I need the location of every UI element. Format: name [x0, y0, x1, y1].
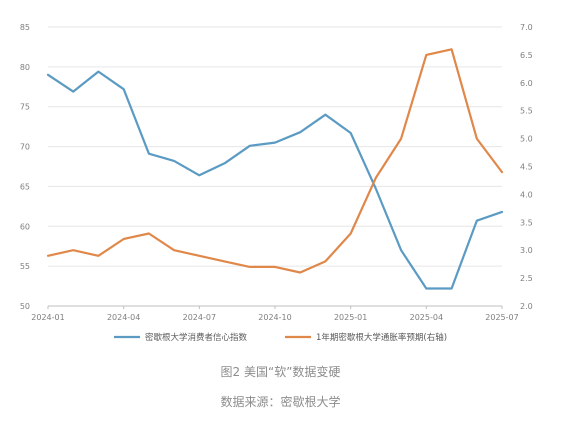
series-lines [46, 48, 504, 290]
y-left-tick-label: 50 [20, 302, 30, 311]
y-right-tick-label: 3.0 [520, 246, 533, 255]
y-right-tick-label: 2.5 [520, 274, 533, 283]
legend: 密歇根大学消费者信心指数 1年期密歇根大学通胀率预期(右轴) [114, 332, 447, 343]
y-right-tick-label: 7.0 [520, 23, 533, 32]
chart: 50 55 60 65 70 75 80 85 2.0 2.5 3.0 3.5 4.0 4.5 5.0 5.5… [20, 23, 533, 343]
y-right-tick-label: 4.0 [520, 190, 533, 199]
y-right-tick-label: 6.0 [520, 79, 533, 88]
axes: 50 55 60 65 70 75 80 85 2.0 2.5 3.0 3.5 4.0 4.5 5.0 5.5… [20, 23, 533, 322]
y-right-tick-label: 6.5 [520, 51, 533, 60]
x-tick-label: 2024-10 [258, 313, 291, 322]
y-left-tick-label: 70 [20, 143, 30, 152]
y-left-tick-label: 80 [20, 63, 30, 72]
x-tick-label: 2024-04 [107, 313, 140, 322]
series-line-1 [46, 48, 504, 274]
y-right-tick-label: 5.0 [520, 135, 533, 144]
legend-label: 1年期密歇根大学通胀率预期(右轴) [316, 332, 447, 343]
y-right-tick-label: 4.5 [520, 163, 533, 172]
grid-lines [48, 26, 502, 307]
x-tick-label: 2024-01 [31, 313, 64, 322]
y-right-tick-label: 3.5 [520, 218, 533, 227]
figure-caption: 图2 美国“软”数据变硬 [220, 365, 341, 379]
source-note: 数据来源：密歇根大学 [220, 395, 341, 409]
y-left-tick-label: 75 [20, 103, 30, 112]
y-left-tick-label: 85 [20, 23, 30, 32]
y-left-tick-label: 65 [20, 182, 30, 191]
y-right-tick-label: 2.0 [520, 302, 533, 311]
x-tick-label: 2025-04 [410, 313, 443, 322]
y-left-tick-label: 55 [20, 262, 30, 271]
series-line-0 [46, 70, 504, 290]
x-tick-label: 2025-01 [334, 313, 367, 322]
x-tick-label: 2025-07 [485, 313, 518, 322]
y-right-tick-label: 5.5 [520, 107, 533, 116]
x-tick-label: 2024-07 [183, 313, 216, 322]
legend-label: 密歇根大学消费者信心指数 [145, 332, 248, 343]
y-left-tick-label: 60 [20, 222, 30, 231]
